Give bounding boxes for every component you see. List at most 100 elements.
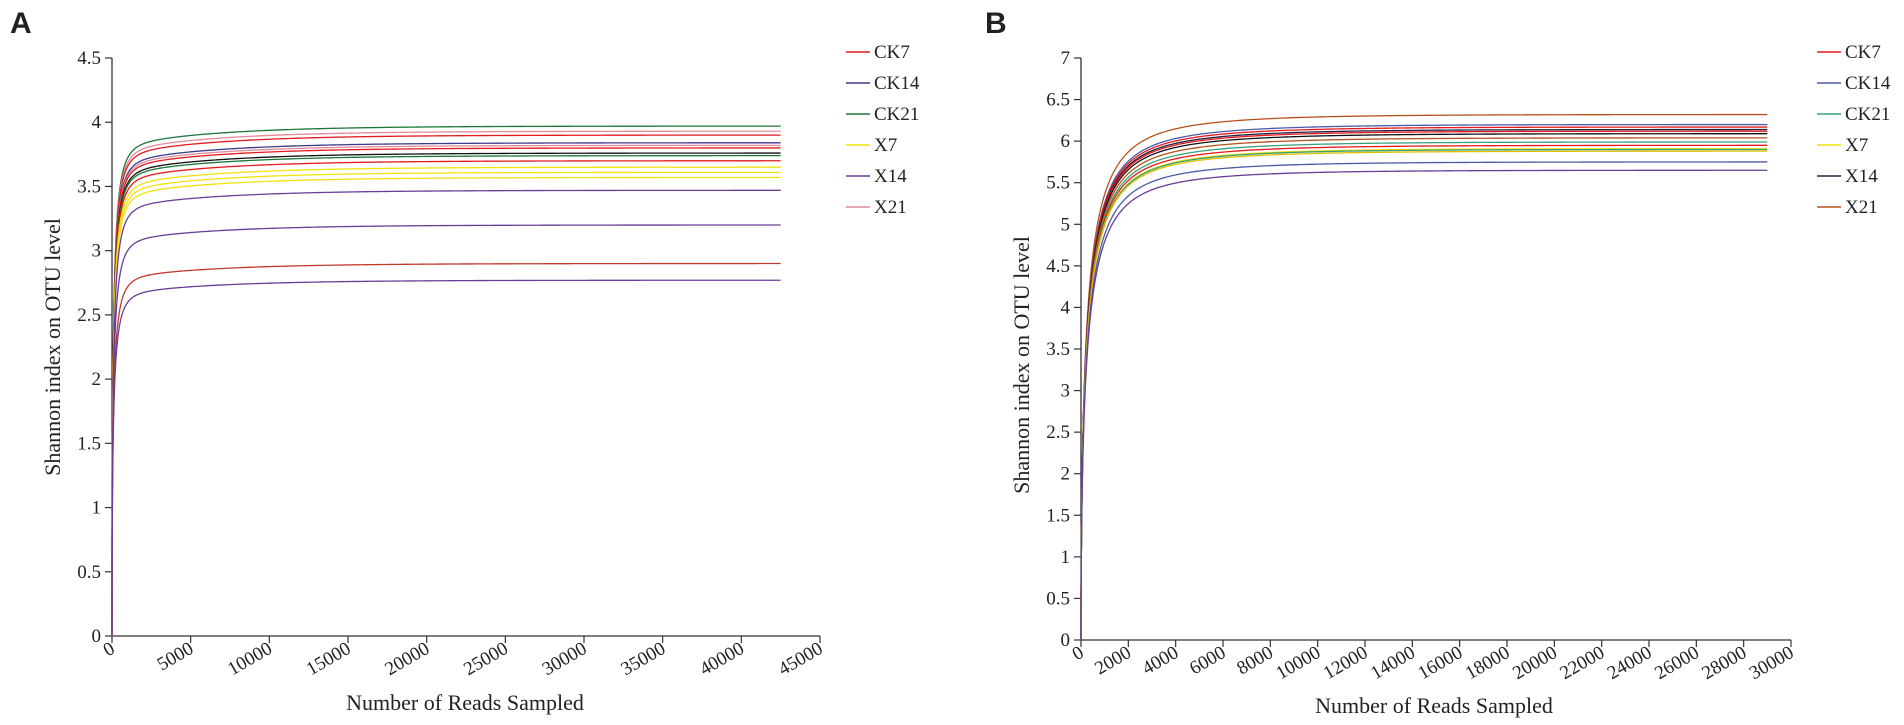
panel-b-x-tick-label: 2000 [1091,642,1134,679]
panel-a-y-tick-label: 1 [92,498,102,519]
panel-b-curve-ck7-rep-1 [1080,126,1768,640]
panel-a-legend-label: CK21 [874,104,919,125]
panel-a-y-axis-title: Shannon index on OTU level [40,218,65,476]
panel-a-curve-ck21-rep-2 [111,154,781,636]
panel-a-legend: CK7 CK14 CK21 X7 X14 X21 [846,42,920,218]
panel-b-x-tick-label: 24000 [1604,642,1656,684]
panel-b-rarefaction-chart: B 00.511.522.533.544.555.566.570 2000 4000… [985,7,1891,718]
panel-b-curve-ck7-rep-3 [1080,144,1768,640]
panel-b-x-tick-label: 20000 [1509,642,1561,684]
panel-b-curve-x7-rep-1 [1080,148,1768,640]
panel-b-x-tick-label: 16000 [1415,642,1467,684]
panel-a-legend-label: X21 [874,197,907,218]
panel-a-y-tick-label: 4 [92,112,102,133]
panel-a-curve-ck21-rep-1 [111,125,781,636]
panel-a-x-axis-title: Number of Reads Sampled [346,690,584,715]
panel-b-x-tick-label: 26000 [1651,642,1703,684]
panel-a-curve-ck21-rep-3 [111,262,781,636]
panel-a-y-tick-label: 2.5 [77,305,101,326]
panel-b-legend-item-ck14: CK14 [1817,73,1891,94]
panel-a-legend-label: X7 [874,135,897,156]
panel-b-legend-item-x14: X14 [1817,166,1878,187]
panel-b-y-tick-label: 0.5 [1046,588,1070,609]
panel-a-x-tick-label: 30000 [539,638,591,680]
panel-a-curve-x14-rep-1 [111,189,781,636]
panel-a-legend-item-ck7: CK7 [846,42,910,63]
panel-a-legend-label: X14 [874,166,907,187]
panel-b-curve-ck21-rep-2 [1080,148,1768,640]
panel-b-legend-label: X7 [1845,135,1868,156]
panel-b-x-tick-label: 18000 [1462,642,1514,684]
panel-b-y-tick-label: 3.5 [1046,339,1070,360]
panel-b-legend-item-ck7: CK7 [1817,42,1881,63]
panel-a-legend-item-x21: X21 [846,197,907,218]
panel-b-legend-item-ck21: CK21 [1817,104,1890,125]
panel-a-x-tick-label: 35000 [618,638,670,680]
panel-b-curve-ck14-rep-2 [1080,161,1768,640]
panel-b-x-tick-label: 28000 [1699,642,1751,684]
panel-a-curve-ck14-rep-1 [111,142,781,636]
panel-a-curve-x7-rep-2 [111,171,781,636]
panel-b-legend-label: CK7 [1845,42,1881,63]
panel-a-x-tick-label: 40000 [696,638,748,680]
panel-b-y-tick-label: 2.5 [1046,422,1070,443]
panel-b-x-tick-label: 30000 [1746,642,1798,684]
panel-a-legend-item-x14: X14 [846,166,907,187]
panel-a-x-tick-label: 25000 [460,638,512,680]
panel-a-curve-ck7-rep-3 [111,160,781,636]
panel-b-x-tick-label: 10000 [1273,642,1325,684]
panel-a-x-tick-label: 0 [100,638,119,661]
panel-a-rarefaction-chart: A 0 0.5 1 1.5 2 2.5 3 3.5 4 4.5 0 5000 10000 15000 200… [10,7,920,715]
panel-b-y-tick-label: 0 [1061,630,1071,651]
panel-b-y-tick-label: 1.5 [1046,505,1070,526]
panel-b-x-tick-label: 14000 [1367,642,1419,684]
panel-b-x-tick-label: 4000 [1139,642,1182,679]
panel-a-curve-x14-rep-3 [111,279,781,636]
panel-b-x-tick-label: 6000 [1186,642,1229,679]
panel-a-curve-ck14-rep-2 [111,152,781,636]
panel-b-y-tick-label: 5 [1061,214,1071,235]
panel-a-curve-x21-rep-2 [111,144,781,636]
panel-a-legend-item-x7: X7 [846,135,897,156]
panel-b-y-tick-label: 2 [1061,464,1071,485]
panel-a-x-tick-label: 45000 [775,638,827,680]
panel-a-y-tick-label: 0 [92,626,102,647]
panel-b-legend-label: CK14 [1845,73,1891,94]
panel-a-letter: A [10,7,32,40]
panel-b-legend-label: X14 [1845,166,1878,187]
panel-a-curves [111,125,781,636]
panel-b-y-tick-label: 7 [1061,48,1071,69]
panel-b-curve-x7-rep-2 [1080,150,1768,640]
panel-b-curve-x14-rep-2 [1080,133,1768,640]
panel-b-legend-item-x21: X21 [1817,197,1878,218]
panel-a-y-tick-label: 3.5 [77,176,101,197]
panel-b-y-axis-title: Shannon index on OTU level [1009,236,1034,494]
panel-a-legend-label: CK7 [874,42,910,63]
panel-a-legend-item-ck21: CK21 [846,104,919,125]
panel-b-curve-x21-rep-1 [1080,113,1768,640]
panel-a-y-tick-label: 3 [92,241,102,262]
panel-a-y-tick-label: 0.5 [77,562,101,583]
panel-a-curve-x7-rep-3 [111,176,781,636]
panel-b-y-tick-label: 3 [1061,381,1071,402]
panel-b-legend-label: CK21 [1845,104,1890,125]
panel-b-y-tick-label: 4.5 [1046,256,1070,277]
panel-b-curve-x14-rep-3 [1080,169,1768,640]
panel-a-y-tick-label: 2 [92,369,102,390]
panel-b-curve-x21-rep-2 [1080,137,1768,640]
panel-b-legend-item-x7: X7 [1817,135,1868,156]
panel-a-x-tick-label: 15000 [303,638,355,680]
panel-b-y-tick-label: 6 [1061,131,1071,152]
panel-a-curve-x21-rep-1 [111,130,781,636]
panel-a-curve-ck7-rep-2 [111,147,781,636]
panel-a-curve-x7-rep-1 [111,166,781,636]
panel-b-x-tick-label: 22000 [1557,642,1609,684]
panel-a-x-tick-label: 5000 [154,638,197,675]
panel-b-x-axis-title: Number of Reads Sampled [1315,693,1553,718]
panel-b-y-tick-label: 5.5 [1046,173,1070,194]
panel-b-curve-ck21-rep-1 [1080,141,1768,640]
panel-b-y-tick-label: 1 [1061,547,1071,568]
panel-a-y-tick-label: 4.5 [77,48,101,69]
panel-b-x-tick-label: 0 [1069,642,1088,665]
panel-b-curve-ck14-rep-1 [1080,123,1768,640]
